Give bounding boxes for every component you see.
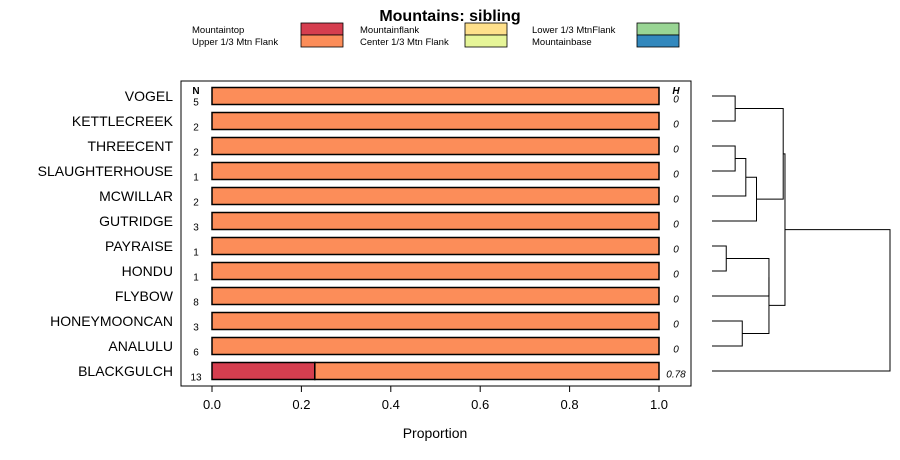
category-label-honeymooncan: HONEYMOONCAN bbox=[50, 313, 173, 329]
dendrogram-merge-4 bbox=[735, 108, 784, 200]
x-tick-label-0-4: 0.4 bbox=[382, 397, 400, 412]
bar-analulu-upper-1-3-mtn-flank bbox=[211, 336, 660, 356]
dendrogram-merge-3 bbox=[712, 176, 757, 222]
dendrogram-merge-2 bbox=[712, 158, 747, 197]
n-value-slaughterhouse: 1 bbox=[193, 173, 199, 184]
dendrogram-merge-0 bbox=[712, 95, 736, 122]
h-value-blackgulch: 0.78 bbox=[666, 370, 686, 381]
bar-kettlecreek-upper-1-3-mtn-flank bbox=[211, 111, 660, 131]
legend-swatch-center-1-3-mtn-flank bbox=[464, 34, 508, 48]
category-label-hondu: HONDU bbox=[122, 263, 173, 279]
n-value-analulu: 6 bbox=[193, 348, 199, 359]
category-label-kettlecreek: KETTLECREEK bbox=[72, 113, 174, 129]
legend-label-mountaintop: Mountaintop bbox=[192, 25, 244, 36]
h-value-gutridge: 0 bbox=[673, 220, 679, 231]
n-values: 5 2 2 1 2 3 1 1 8 3 6 13 bbox=[190, 98, 202, 384]
category-label-payraise: PAYRAISE bbox=[105, 238, 173, 254]
n-value-kettlecreek: 2 bbox=[193, 123, 199, 134]
category-label-mcwillar: MCWILLAR bbox=[99, 188, 173, 204]
h-value-analulu: 0 bbox=[673, 345, 679, 356]
x-tick-label-1-0: 1.0 bbox=[650, 397, 668, 412]
h-value-slaughterhouse: 0 bbox=[673, 170, 679, 181]
x-tick-label-0-2: 0.2 bbox=[292, 397, 310, 412]
category-labels: VOGEL KETTLECREEK THREECENT SLAUGHTERHOUSE M… bbox=[38, 88, 174, 379]
category-label-vogel: VOGEL bbox=[125, 88, 173, 104]
legend-label-upper-1-3-mtn-flank: Upper 1/3 Mtn Flank bbox=[192, 37, 278, 48]
h-value-mcwillar: 0 bbox=[673, 195, 679, 206]
n-value-mcwillar: 2 bbox=[193, 198, 199, 209]
bar-vogel-upper-1-3-mtn-flank bbox=[211, 86, 660, 106]
x-tick-label-0-6: 0.6 bbox=[471, 397, 489, 412]
n-value-blackgulch: 13 bbox=[190, 373, 202, 384]
n-value-hondu: 1 bbox=[193, 273, 199, 284]
category-label-flybow: FLYBOW bbox=[115, 288, 174, 304]
category-label-analulu: ANALULU bbox=[108, 338, 173, 354]
dendrogram-merge-8 bbox=[742, 277, 770, 334]
x-tick-label-0-0: 0.0 bbox=[203, 397, 221, 412]
legend-label-lower-1-3-mtnflank: Lower 1/3 MtnFlank bbox=[532, 25, 616, 36]
legend-swatch-mountainflank bbox=[464, 22, 508, 36]
h-value-flybow: 0 bbox=[673, 295, 679, 306]
dendrogram-merge-1 bbox=[712, 145, 736, 172]
h-value-hondu: 0 bbox=[673, 270, 679, 281]
dendrogram bbox=[712, 95, 891, 372]
dendrogram-merge-10 bbox=[712, 229, 891, 372]
h-column-header: H bbox=[672, 86, 680, 97]
legend-label-mountainflank: Mountainflank bbox=[360, 25, 419, 36]
legend-label-mountainbase: Mountainbase bbox=[532, 37, 592, 48]
bars bbox=[211, 86, 660, 381]
legend-swatch-mountaintop bbox=[300, 22, 344, 36]
bar-threecent-upper-1-3-mtn-flank bbox=[211, 136, 660, 156]
legend-label-center-1-3-mtn-flank: Center 1/3 Mtn Flank bbox=[360, 37, 449, 48]
n-value-gutridge: 3 bbox=[193, 223, 199, 234]
x-axis-label: Proportion bbox=[403, 425, 468, 441]
bar-blackgulch-mountaintop bbox=[211, 361, 316, 381]
h-value-vogel: 0 bbox=[673, 95, 679, 106]
x-axis: 0.0 0.2 0.4 0.6 0.8 1.0 bbox=[203, 386, 668, 412]
x-tick-label-0-8: 0.8 bbox=[561, 397, 579, 412]
dendrogram-merge-5 bbox=[712, 245, 727, 272]
bar-blackgulch-upper-1-3-mtn-flank bbox=[314, 361, 660, 381]
category-label-gutridge: GUTRIDGE bbox=[99, 213, 173, 229]
n-value-payraise: 1 bbox=[193, 248, 199, 259]
n-value-honeymooncan: 3 bbox=[193, 323, 199, 334]
category-label-slaughterhouse: SLAUGHTERHOUSE bbox=[38, 163, 173, 179]
bar-hondu-upper-1-3-mtn-flank bbox=[211, 261, 660, 281]
n-value-vogel: 5 bbox=[193, 98, 199, 109]
bar-slaughterhouse-upper-1-3-mtn-flank bbox=[211, 161, 660, 181]
bar-flybow-upper-1-3-mtn-flank bbox=[211, 286, 660, 306]
dendrogram-merge-9 bbox=[768, 153, 786, 306]
n-column-header: N bbox=[192, 86, 199, 97]
chart-title: Mountains: sibling bbox=[379, 8, 520, 25]
h-value-honeymooncan: 0 bbox=[673, 320, 679, 331]
h-value-kettlecreek: 0 bbox=[673, 120, 679, 131]
legend-swatch-lower-1-3-mtnflank bbox=[636, 22, 680, 36]
h-value-payraise: 0 bbox=[673, 245, 679, 256]
n-value-threecent: 2 bbox=[193, 148, 199, 159]
category-label-threecent: THREECENT bbox=[87, 138, 173, 154]
dendrogram-merge-7 bbox=[712, 258, 770, 297]
bar-mcwillar-upper-1-3-mtn-flank bbox=[211, 186, 660, 206]
legend-swatch-mountainbase bbox=[636, 34, 680, 48]
bar-payraise-upper-1-3-mtn-flank bbox=[211, 236, 660, 256]
plot-frame bbox=[180, 80, 692, 387]
bar-honeymooncan-upper-1-3-mtn-flank bbox=[211, 311, 660, 331]
n-value-flybow: 8 bbox=[193, 298, 199, 309]
bar-gutridge-upper-1-3-mtn-flank bbox=[211, 211, 660, 231]
legend-swatch-upper-1-3-mtn-flank bbox=[300, 34, 344, 48]
h-value-threecent: 0 bbox=[673, 145, 679, 156]
h-values: 0 0 0 0 0 0 0 0 0 0 0 0.78 bbox=[666, 95, 686, 381]
category-label-blackgulch: BLACKGULCH bbox=[78, 363, 173, 379]
dendrogram-merge-6 bbox=[712, 320, 743, 347]
